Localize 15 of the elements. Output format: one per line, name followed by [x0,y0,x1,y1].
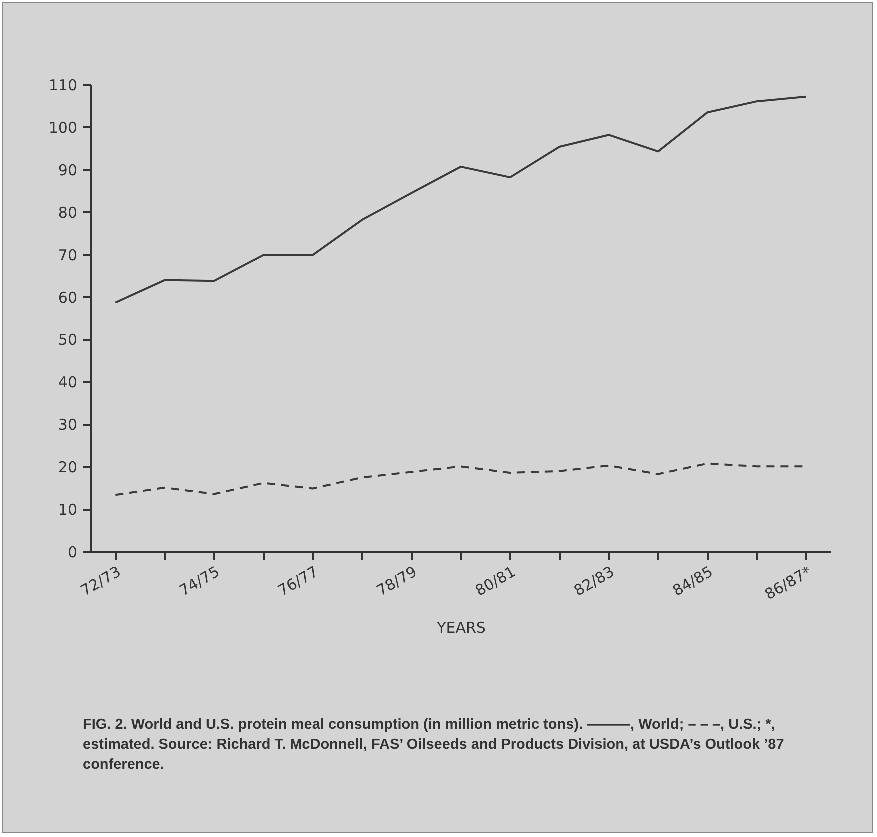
y-tick-label: 80 [58,204,78,222]
y-tick-label: 70 [58,246,78,264]
caption: FIG. 2. World and U.S. protein meal consumption (in million metric tons). ———, World; – – –, U.S.; *, estimated. Source: Richard T. McDonnell, FAS’ Oilseeds and Products Division, at USDA’s Outlook ’87 conference. [83,716,786,775]
y-tick-label: 110 [48,76,78,94]
y-tick-label: 60 [58,288,78,307]
y-tick-label: 10 [58,501,78,520]
y-tick-label: 50 [58,331,78,350]
y-tick-label: 30 [58,416,78,434]
y-tick-label: 20 [58,458,78,477]
y-tick-label: 90 [58,161,78,180]
y-tick-label: 40 [58,374,78,392]
x-axis-title: YEARS [436,618,486,637]
y-tick-label: 100 [48,118,78,137]
line-series [114,96,808,304]
y-tick-label: 0 [68,544,78,562]
